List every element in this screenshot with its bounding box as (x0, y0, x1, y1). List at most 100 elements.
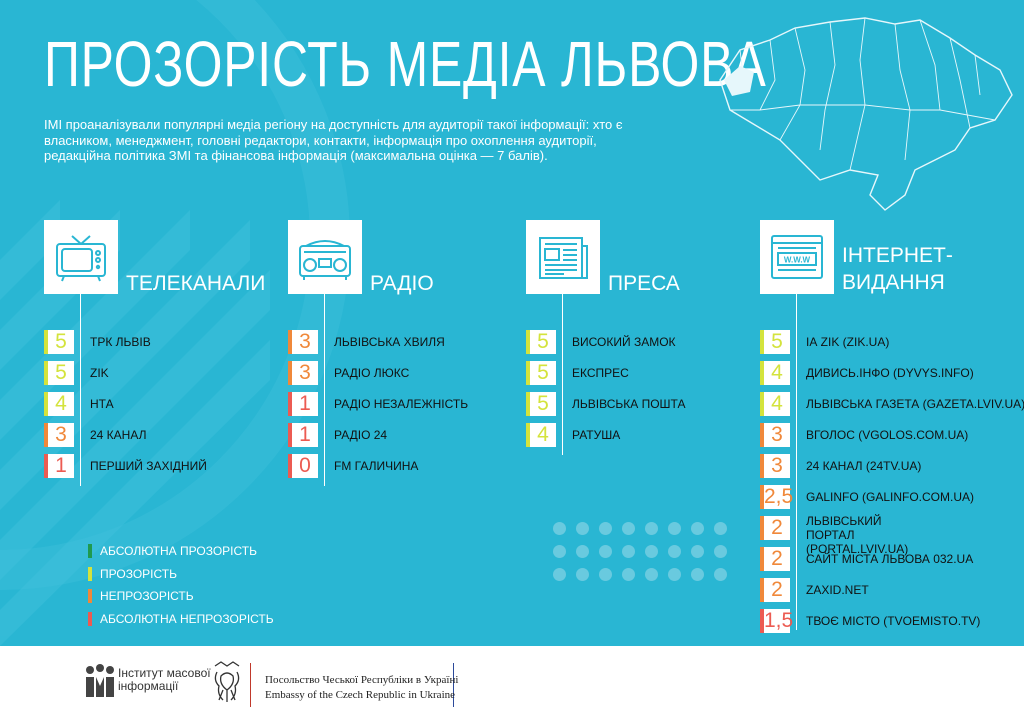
legend-label: ПРОЗОРІСТЬ (100, 567, 177, 581)
decorative-dot (553, 545, 566, 558)
radio-icon-box (288, 220, 362, 294)
media-name: ДИВИСЬ.ІНФО (DYVYS.INFO) (806, 366, 974, 380)
score-badge: 0 (288, 454, 318, 478)
decorative-dot (645, 545, 658, 558)
embassy-name: Посольство Чеської Республіки в Україні … (265, 673, 458, 703)
score-color-bar (760, 392, 764, 416)
decorative-dot (553, 568, 566, 581)
score-value: 3 (299, 330, 311, 353)
score-value: 1,5 (764, 609, 794, 632)
category-divider (562, 220, 563, 455)
decorative-dot (691, 545, 704, 558)
score-value: 1 (299, 423, 311, 446)
score-badge: 3 (760, 423, 790, 447)
radio-icon (299, 240, 351, 280)
legend-swatch (88, 567, 92, 581)
media-name: ВИСОКИЙ ЗАМОК (572, 335, 676, 349)
score-color-bar (44, 330, 48, 354)
score-value: 5 (771, 330, 783, 353)
decorative-dot (668, 568, 681, 581)
decorative-dot (599, 568, 612, 581)
media-name: ТВОЄ МІСТО (TVOEMISTO.TV) (806, 614, 981, 628)
decorative-dot (622, 568, 635, 581)
score-color-bar (526, 392, 530, 416)
decorative-dot (645, 568, 658, 581)
legend-swatch (88, 544, 92, 558)
score-color-bar (288, 454, 292, 478)
score-value: 4 (55, 392, 67, 415)
decorative-dot (622, 545, 635, 558)
media-name: РАДІО 24 (334, 428, 388, 442)
tv-icon-box (44, 220, 118, 294)
score-color-bar (526, 361, 530, 385)
score-color-bar (760, 485, 764, 509)
score-badge: 4 (526, 423, 556, 447)
score-value: 5 (537, 392, 549, 415)
score-color-bar (44, 361, 48, 385)
media-name: ЛЬВІВСЬКА ПОШТА (572, 397, 686, 411)
score-badge: 5 (44, 361, 74, 385)
imi-name-line-2: інформації (118, 679, 179, 693)
embassy-name-ua: Посольство Чеської Республіки в Україні (265, 674, 459, 686)
media-name: ЛЬВІВСЬКА ГАЗЕТА (GAZETA.LVIV.UA) (806, 397, 1024, 411)
decorative-dot (576, 568, 589, 581)
media-name: ZIK (90, 366, 109, 380)
score-color-bar (526, 423, 530, 447)
score-color-bar (288, 423, 292, 447)
media-name: РАДІО ЛЮКС (334, 366, 410, 380)
page-title: ПРОЗОРІСТЬ МЕДІА ЛЬВОВА (44, 28, 767, 100)
footer (0, 646, 1024, 724)
decorative-dot (714, 568, 727, 581)
decorative-dot (714, 545, 727, 558)
score-badge: 1 (288, 423, 318, 447)
www-browser-icon: W.W.W (771, 235, 823, 279)
infographic-poster: ПРОЗОРІСТЬ МЕДІА ЛЬВОВА ІМІ проаналізува… (0, 0, 1024, 646)
score-value: 1 (299, 392, 311, 415)
category-label: ПРЕСА (608, 272, 680, 295)
score-badge: 5 (44, 330, 74, 354)
score-badge: 4 (760, 392, 790, 416)
imi-name: Інститут масової інформації (118, 667, 211, 693)
score-color-bar (526, 330, 530, 354)
score-value: 2,5 (764, 485, 794, 508)
score-color-bar (760, 547, 764, 571)
score-value: 2 (771, 547, 783, 570)
score-value: 5 (55, 361, 67, 384)
czech-lion-emblem-icon (214, 661, 240, 702)
media-name: САЙТ МІСТА ЛЬВОВА 032.UA (806, 552, 974, 566)
legend-swatch (88, 589, 92, 603)
category-label: ІНТЕРНЕТ- ВИДАННЯ (842, 244, 953, 294)
score-badge: 5 (526, 361, 556, 385)
decorative-dot (576, 545, 589, 558)
score-badge: 2 (760, 516, 790, 540)
score-value: 5 (537, 361, 549, 384)
decorative-dot (553, 522, 566, 535)
www-browser-icon-box: W.W.W (760, 220, 834, 294)
score-value: 5 (537, 330, 549, 353)
legend-label: АБСОЛЮТНА ПРОЗОРІСТЬ (100, 544, 257, 558)
score-color-bar (44, 392, 48, 416)
media-name: РАТУША (572, 428, 621, 442)
decorative-dot (714, 522, 727, 535)
media-name: ВГОЛОС (VGOLOS.COM.UA) (806, 428, 969, 442)
score-value: 5 (55, 330, 67, 353)
media-name: ЛЬВІВСЬКА ХВИЛЯ (334, 335, 445, 349)
score-color-bar (44, 454, 48, 478)
score-value: 3 (299, 361, 311, 384)
decorative-dot (599, 545, 612, 558)
embassy-name-en: Embassy of the Czech Republic in Ukraine (265, 689, 456, 701)
media-name: ІА ZIK (ZIK.UA) (806, 335, 890, 349)
score-value: 0 (299, 454, 311, 477)
score-badge: 4 (44, 392, 74, 416)
score-value: 2 (771, 578, 783, 601)
decorative-dot (691, 522, 704, 535)
score-badge: 5 (526, 330, 556, 354)
decorative-dot (645, 522, 658, 535)
footer-divider-blue (453, 663, 454, 707)
score-color-bar (44, 423, 48, 447)
score-badge: 3 (44, 423, 74, 447)
media-name: 24 КАНАЛ (24TV.UA) (806, 459, 922, 473)
score-color-bar (760, 516, 764, 540)
category-divider (324, 220, 325, 486)
media-name: ПЕРШИЙ ЗАХІДНИЙ (90, 459, 207, 473)
